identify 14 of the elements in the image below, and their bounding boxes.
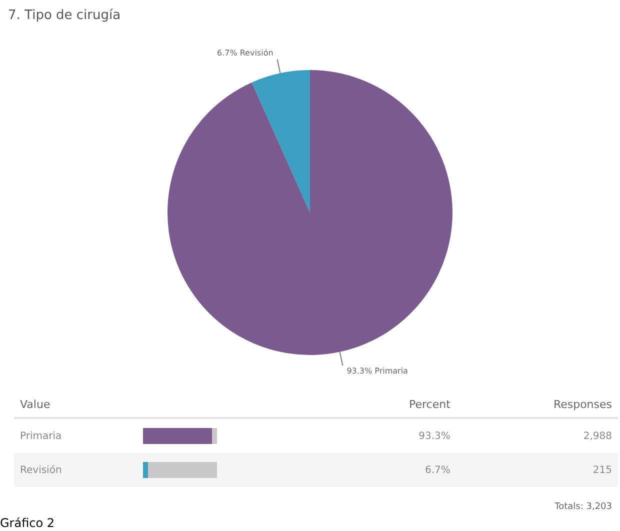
text: 93.3% bbox=[418, 430, 452, 444]
text: Gráfico 2 bbox=[0, 516, 55, 530]
chart-title: 7. Tipo de cirugía bbox=[8, 8, 121, 23]
text: Responses bbox=[456, 392, 618, 418]
text: 215 bbox=[456, 453, 618, 487]
text: Primaria bbox=[19, 430, 63, 444]
slice-label: 93.3% Primaria bbox=[346, 366, 408, 376]
slice-label: 6.7% Revisión bbox=[216, 48, 274, 58]
text: Totals: 3,203 bbox=[554, 502, 612, 512]
text: Revisión bbox=[14, 453, 138, 487]
text: Value bbox=[14, 392, 138, 418]
text: Percent bbox=[334, 392, 456, 418]
text: 6.7% bbox=[334, 453, 456, 487]
text: 2,988 bbox=[582, 430, 613, 444]
